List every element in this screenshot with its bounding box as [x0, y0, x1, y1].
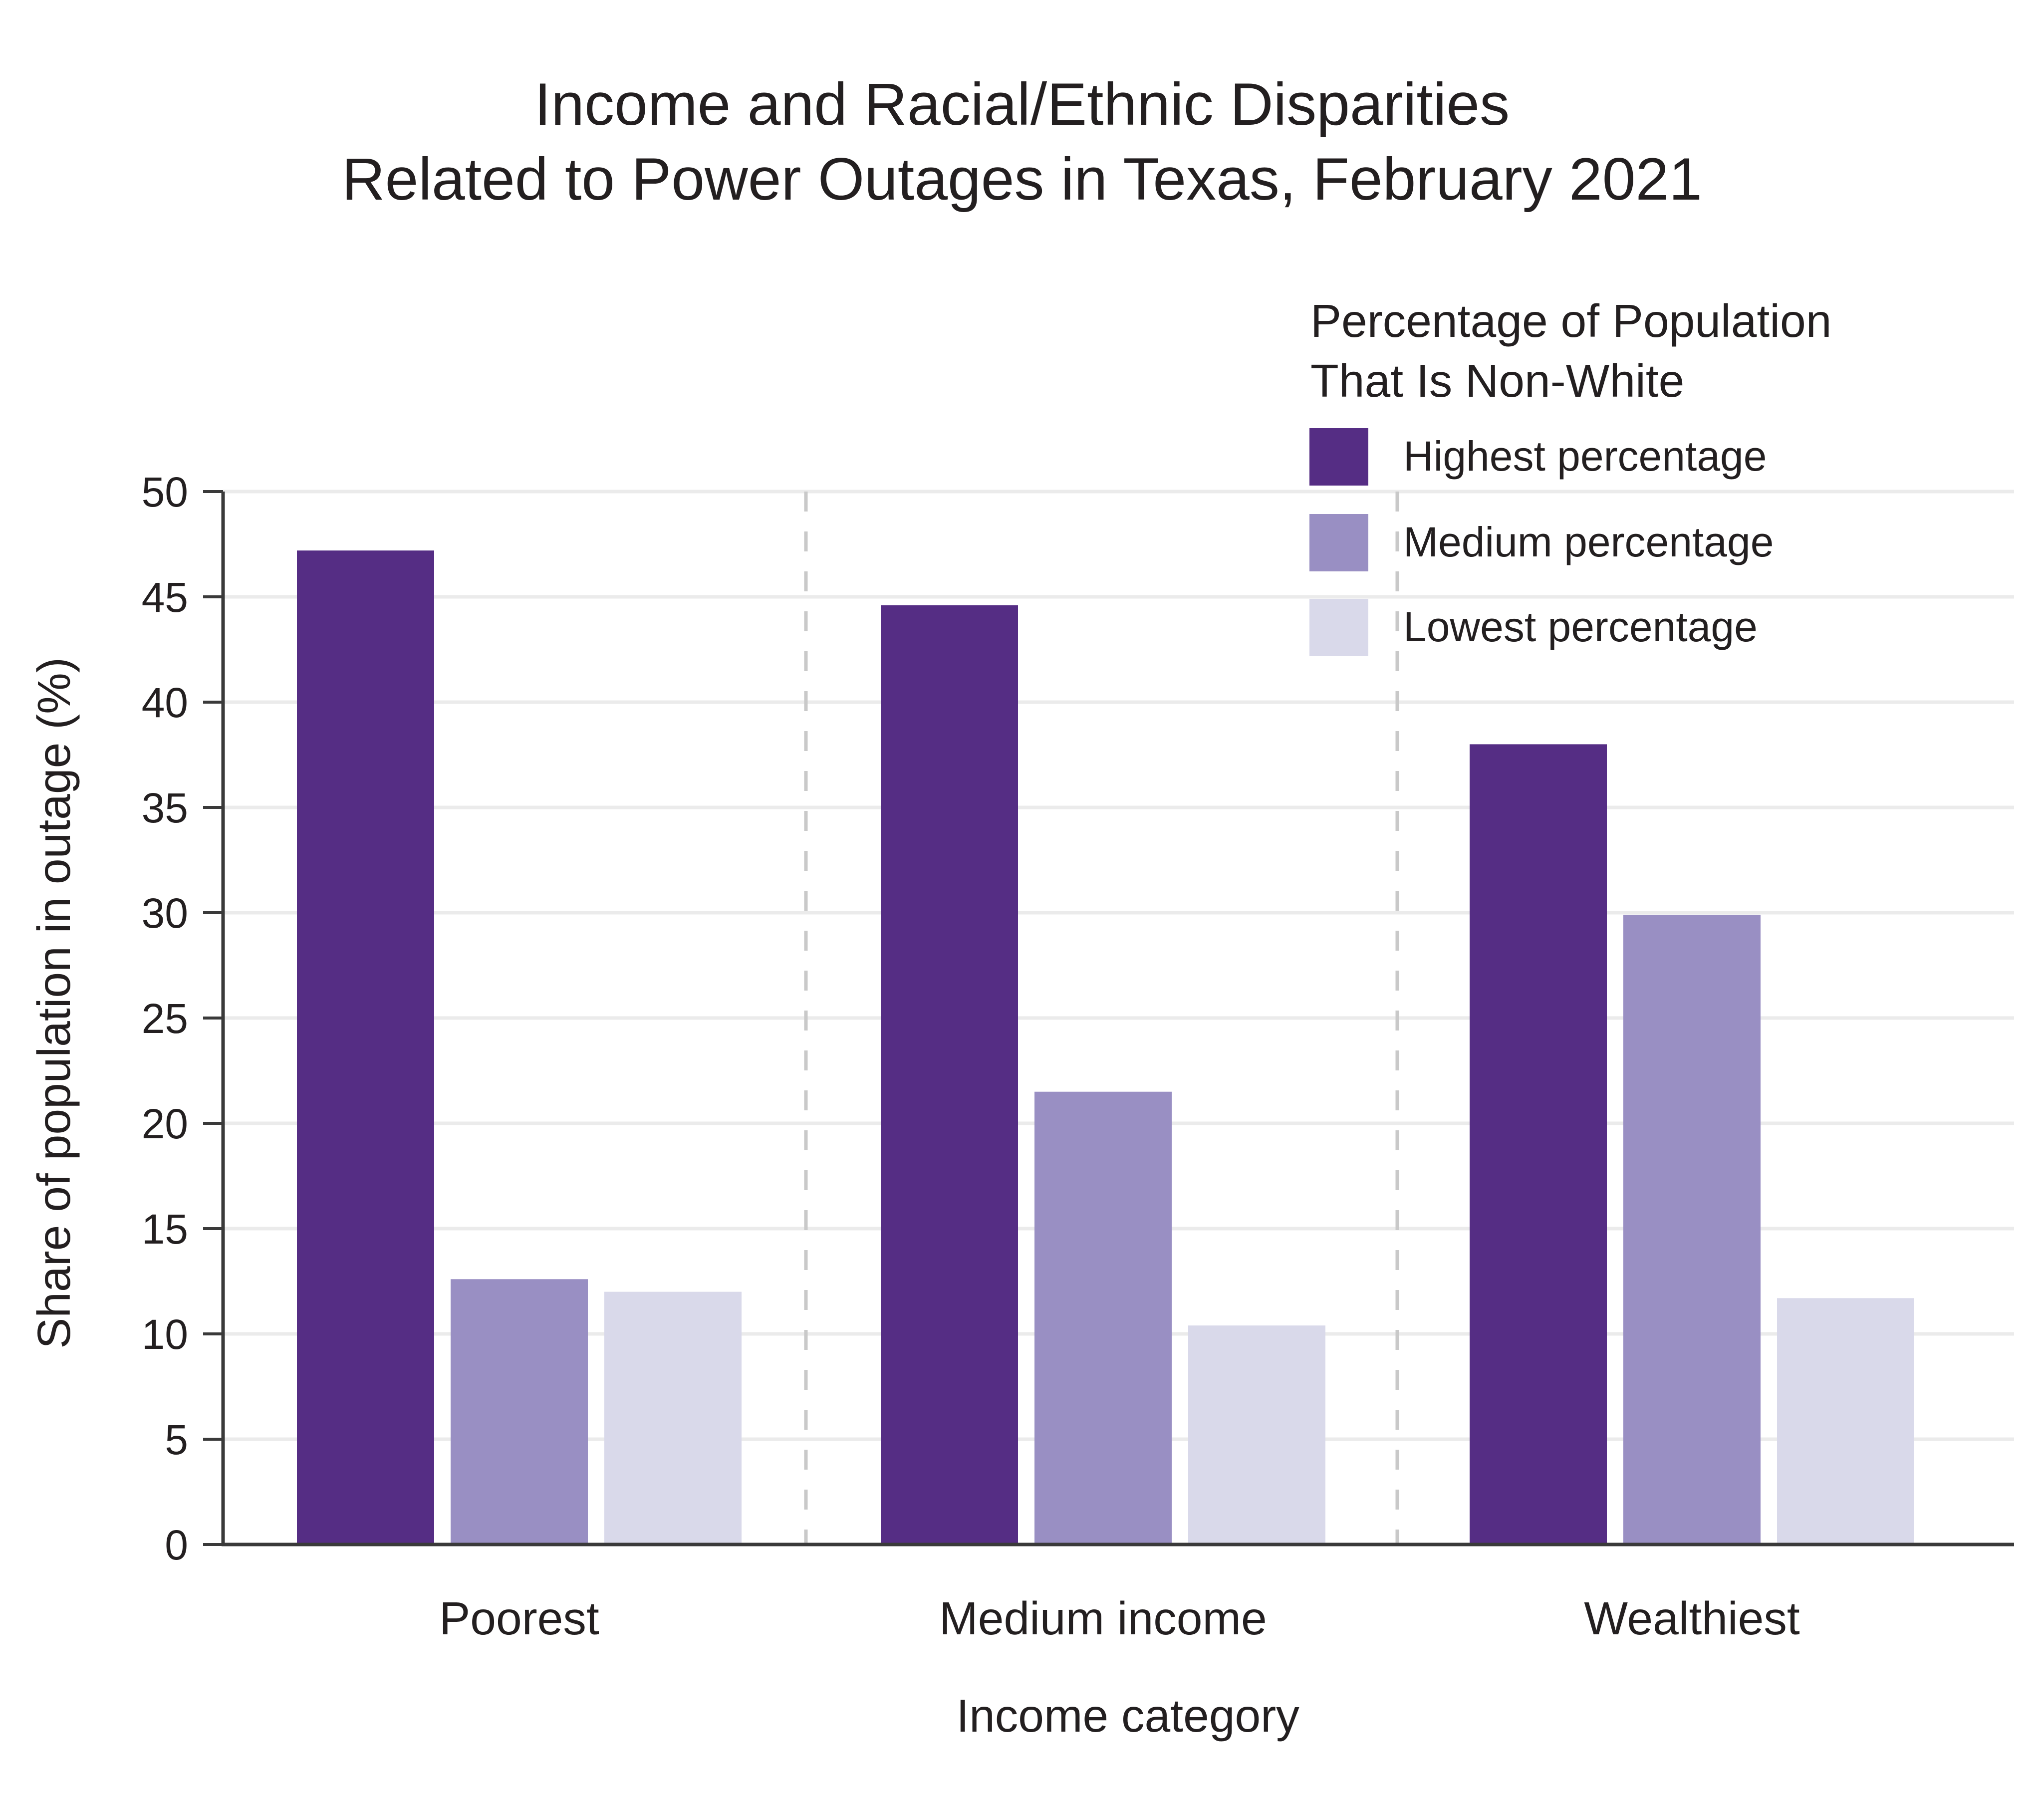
chart-title-line-1: Income and Racial/Ethnic Disparities: [534, 71, 1510, 138]
bar: [1034, 1091, 1172, 1544]
legend-entry: Lowest percentage: [1403, 603, 1758, 650]
y-tick-label: 45: [142, 574, 188, 621]
category-separators: [804, 492, 1399, 1544]
bar: [451, 1279, 588, 1544]
chart-title-line-2: Related to Power Outages in Texas, Febru…: [342, 146, 1702, 213]
y-tick-label: 50: [142, 469, 188, 515]
chart-title: Income and Racial/Ethnic Disparities Rel…: [342, 71, 1702, 213]
x-axis-categories: Poorest Medium income Wealthiest: [439, 1592, 1800, 1644]
y-axis-ticks: 0 5 10 15 20 25 30 35 40 45 50: [142, 469, 223, 1568]
bar: [1188, 1325, 1325, 1544]
x-category-label: Wealthiest: [1584, 1592, 1800, 1644]
legend-entry: Highest percentage: [1403, 433, 1767, 480]
y-tick-label: 5: [165, 1416, 188, 1463]
bar: [1623, 915, 1761, 1544]
y-axis-label: Share of population in outage (%): [28, 657, 80, 1349]
bar: [881, 605, 1018, 1544]
legend-swatch: [1309, 428, 1368, 486]
bar: [297, 550, 434, 1544]
legend-entry: Medium percentage: [1403, 518, 1774, 565]
legend: Percentage of Population That Is Non-Whi…: [1309, 295, 1831, 656]
bars: [297, 550, 1914, 1544]
y-tick-label: 35: [142, 784, 188, 831]
legend-swatch: [1309, 599, 1368, 656]
y-tick-label: 15: [142, 1206, 188, 1253]
bar: [604, 1291, 742, 1544]
bar: [1777, 1298, 1914, 1544]
y-tick-label: 20: [142, 1100, 188, 1147]
legend-title-line-2: That Is Non-White: [1310, 355, 1684, 407]
y-tick-label: 25: [142, 995, 188, 1042]
legend-swatch: [1309, 514, 1368, 571]
bar: [1470, 744, 1607, 1544]
y-tick-label: 10: [142, 1311, 188, 1358]
y-tick-label: 40: [142, 679, 188, 726]
legend-title-line-1: Percentage of Population: [1310, 295, 1831, 347]
x-axis-label: Income category: [956, 1690, 1299, 1742]
y-tick-label: 0: [165, 1522, 188, 1568]
y-tick-label: 30: [142, 890, 188, 937]
x-category-label: Medium income: [939, 1592, 1267, 1644]
x-category-label: Poorest: [439, 1592, 599, 1644]
